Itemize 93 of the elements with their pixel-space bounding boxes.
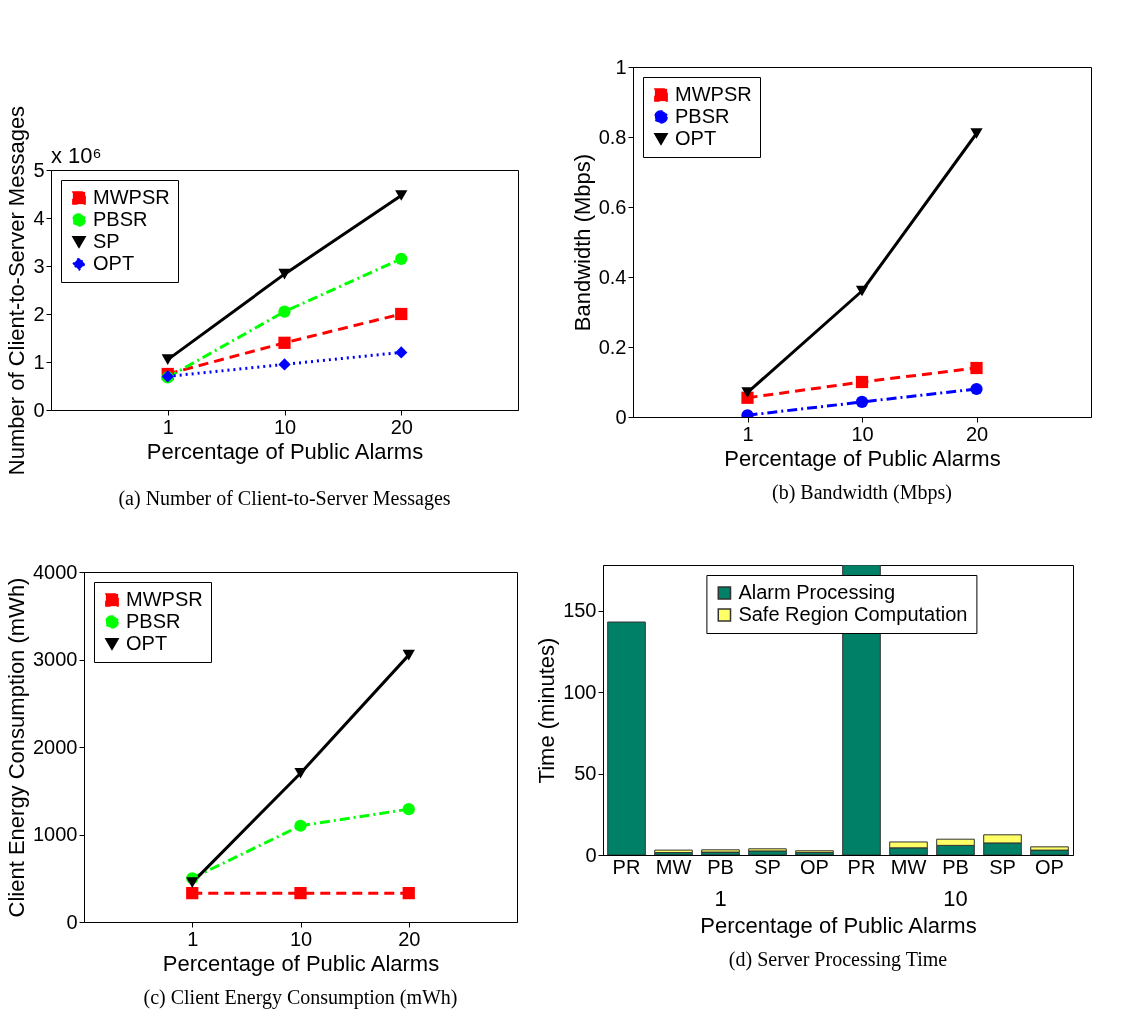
- point: [294, 887, 307, 900]
- point: [278, 305, 291, 318]
- y-axis-title: Client Energy Consumption (mWh): [4, 577, 30, 918]
- y-tick-label: 0.2: [598, 335, 627, 358]
- legend-label: MWPSR: [126, 588, 203, 610]
- point: [395, 190, 408, 201]
- point: [294, 767, 307, 779]
- text: (a) Number of Client-to-Server Messages: [118, 486, 451, 510]
- point: [402, 649, 415, 661]
- point: [855, 395, 869, 409]
- x-tick-label: 1: [187, 927, 199, 950]
- point: [855, 375, 869, 389]
- x-axis-title: Percentage of Public Alarms: [146, 438, 424, 464]
- x-tick-label: 10: [273, 415, 297, 438]
- x-axis-title: Percentage of Public Alarms: [162, 950, 440, 976]
- y-tick-label: 1: [33, 350, 45, 373]
- x-tick-label: PR: [847, 855, 876, 878]
- y-axis-title: Number of Client-to-Server Messages: [4, 105, 30, 476]
- bar: [607, 621, 646, 855]
- text: (b) Bandwidth (Mbps): [772, 481, 952, 504]
- x-tick-label: PB: [707, 855, 734, 878]
- point: [402, 803, 415, 816]
- legend-label: MWPSR: [93, 186, 170, 208]
- bar: [1030, 846, 1069, 851]
- text: 10: [943, 886, 968, 911]
- text: (c) Client Energy Consumption (mWh): [143, 986, 458, 1009]
- x-tick-label: 20: [390, 415, 413, 438]
- y-tick-label: 150: [563, 599, 597, 622]
- point: [294, 819, 307, 832]
- legend-label: OPT: [126, 632, 168, 654]
- y-tick-label: 4000: [33, 560, 78, 583]
- y-tick-label: 50: [574, 762, 597, 785]
- y-tick-label: 0: [33, 398, 45, 421]
- y-tick-label: 4: [33, 206, 45, 229]
- y-tick-label: 2: [33, 302, 45, 325]
- x-tick-label: 20: [965, 422, 989, 445]
- x-tick-label: PB: [942, 855, 969, 878]
- x-tick-label: 1: [162, 415, 174, 438]
- point: [186, 877, 199, 888]
- legend-label: SP: [93, 230, 120, 252]
- x-tick-label: SP: [989, 855, 1016, 878]
- x-axis-title: Percentage of Public Alarms: [724, 445, 1001, 471]
- x-tick-label: 10: [289, 927, 313, 950]
- point: [741, 387, 754, 398]
- x-tick-label: MW: [890, 855, 927, 878]
- x-tick-label: OP: [800, 855, 829, 878]
- legend-label: Alarm Processing: [738, 581, 896, 603]
- y-tick-label: 0: [66, 910, 78, 933]
- y-tick-label: 0: [585, 843, 597, 866]
- y-tick-label: 0.4: [598, 265, 627, 288]
- point: [161, 354, 174, 365]
- y-tick-label: 5: [33, 158, 45, 181]
- point: [278, 336, 291, 349]
- point: [395, 252, 408, 265]
- legend-label: OPT: [93, 252, 135, 274]
- point: [278, 358, 291, 371]
- legend-label: PBSR: [93, 208, 148, 230]
- x-tick-label: OP: [1035, 855, 1064, 878]
- y-axis-title: Bandwidth (Mbps): [569, 153, 595, 332]
- text: 1: [714, 886, 727, 911]
- point: [395, 346, 408, 359]
- point: [970, 361, 983, 375]
- y-tick-label: 0.8: [598, 125, 627, 148]
- x-axis-title: Percentage of Public Alarms: [700, 912, 977, 938]
- legend-label: PBSR: [126, 610, 181, 632]
- legend-label: Safe Region Computation: [738, 603, 968, 625]
- text: x 10⁶: [51, 143, 102, 168]
- x-tick-label: 10: [851, 422, 874, 445]
- point: [855, 285, 869, 297]
- x-tick-label: 1: [742, 422, 754, 445]
- text: (d) Server Processing Time: [728, 948, 948, 971]
- x-tick-label: SP: [754, 855, 781, 878]
- point: [970, 382, 983, 396]
- point: [278, 268, 291, 280]
- y-tick-label: 3000: [33, 648, 78, 670]
- y-tick-label: 100: [563, 680, 597, 703]
- legend-label: OPT: [675, 127, 717, 149]
- y-tick-label: 1: [615, 55, 627, 78]
- y-tick-label: 0.6: [598, 195, 627, 218]
- point: [970, 128, 983, 139]
- x-tick-label: 20: [398, 927, 421, 950]
- y-tick-label: 2000: [33, 735, 78, 758]
- y-tick-label: 1000: [33, 823, 78, 845]
- x-tick-label: PR: [612, 855, 641, 878]
- y-tick-label: 3: [33, 254, 45, 277]
- point: [186, 887, 199, 900]
- x-tick-label: MW: [655, 855, 692, 878]
- point: [395, 307, 408, 321]
- y-tick-label: 0: [615, 405, 627, 428]
- point: [402, 887, 415, 900]
- legend-label: PBSR: [675, 105, 730, 127]
- y-axis-title: Time (minutes): [534, 637, 560, 784]
- legend-label: MWPSR: [675, 83, 752, 105]
